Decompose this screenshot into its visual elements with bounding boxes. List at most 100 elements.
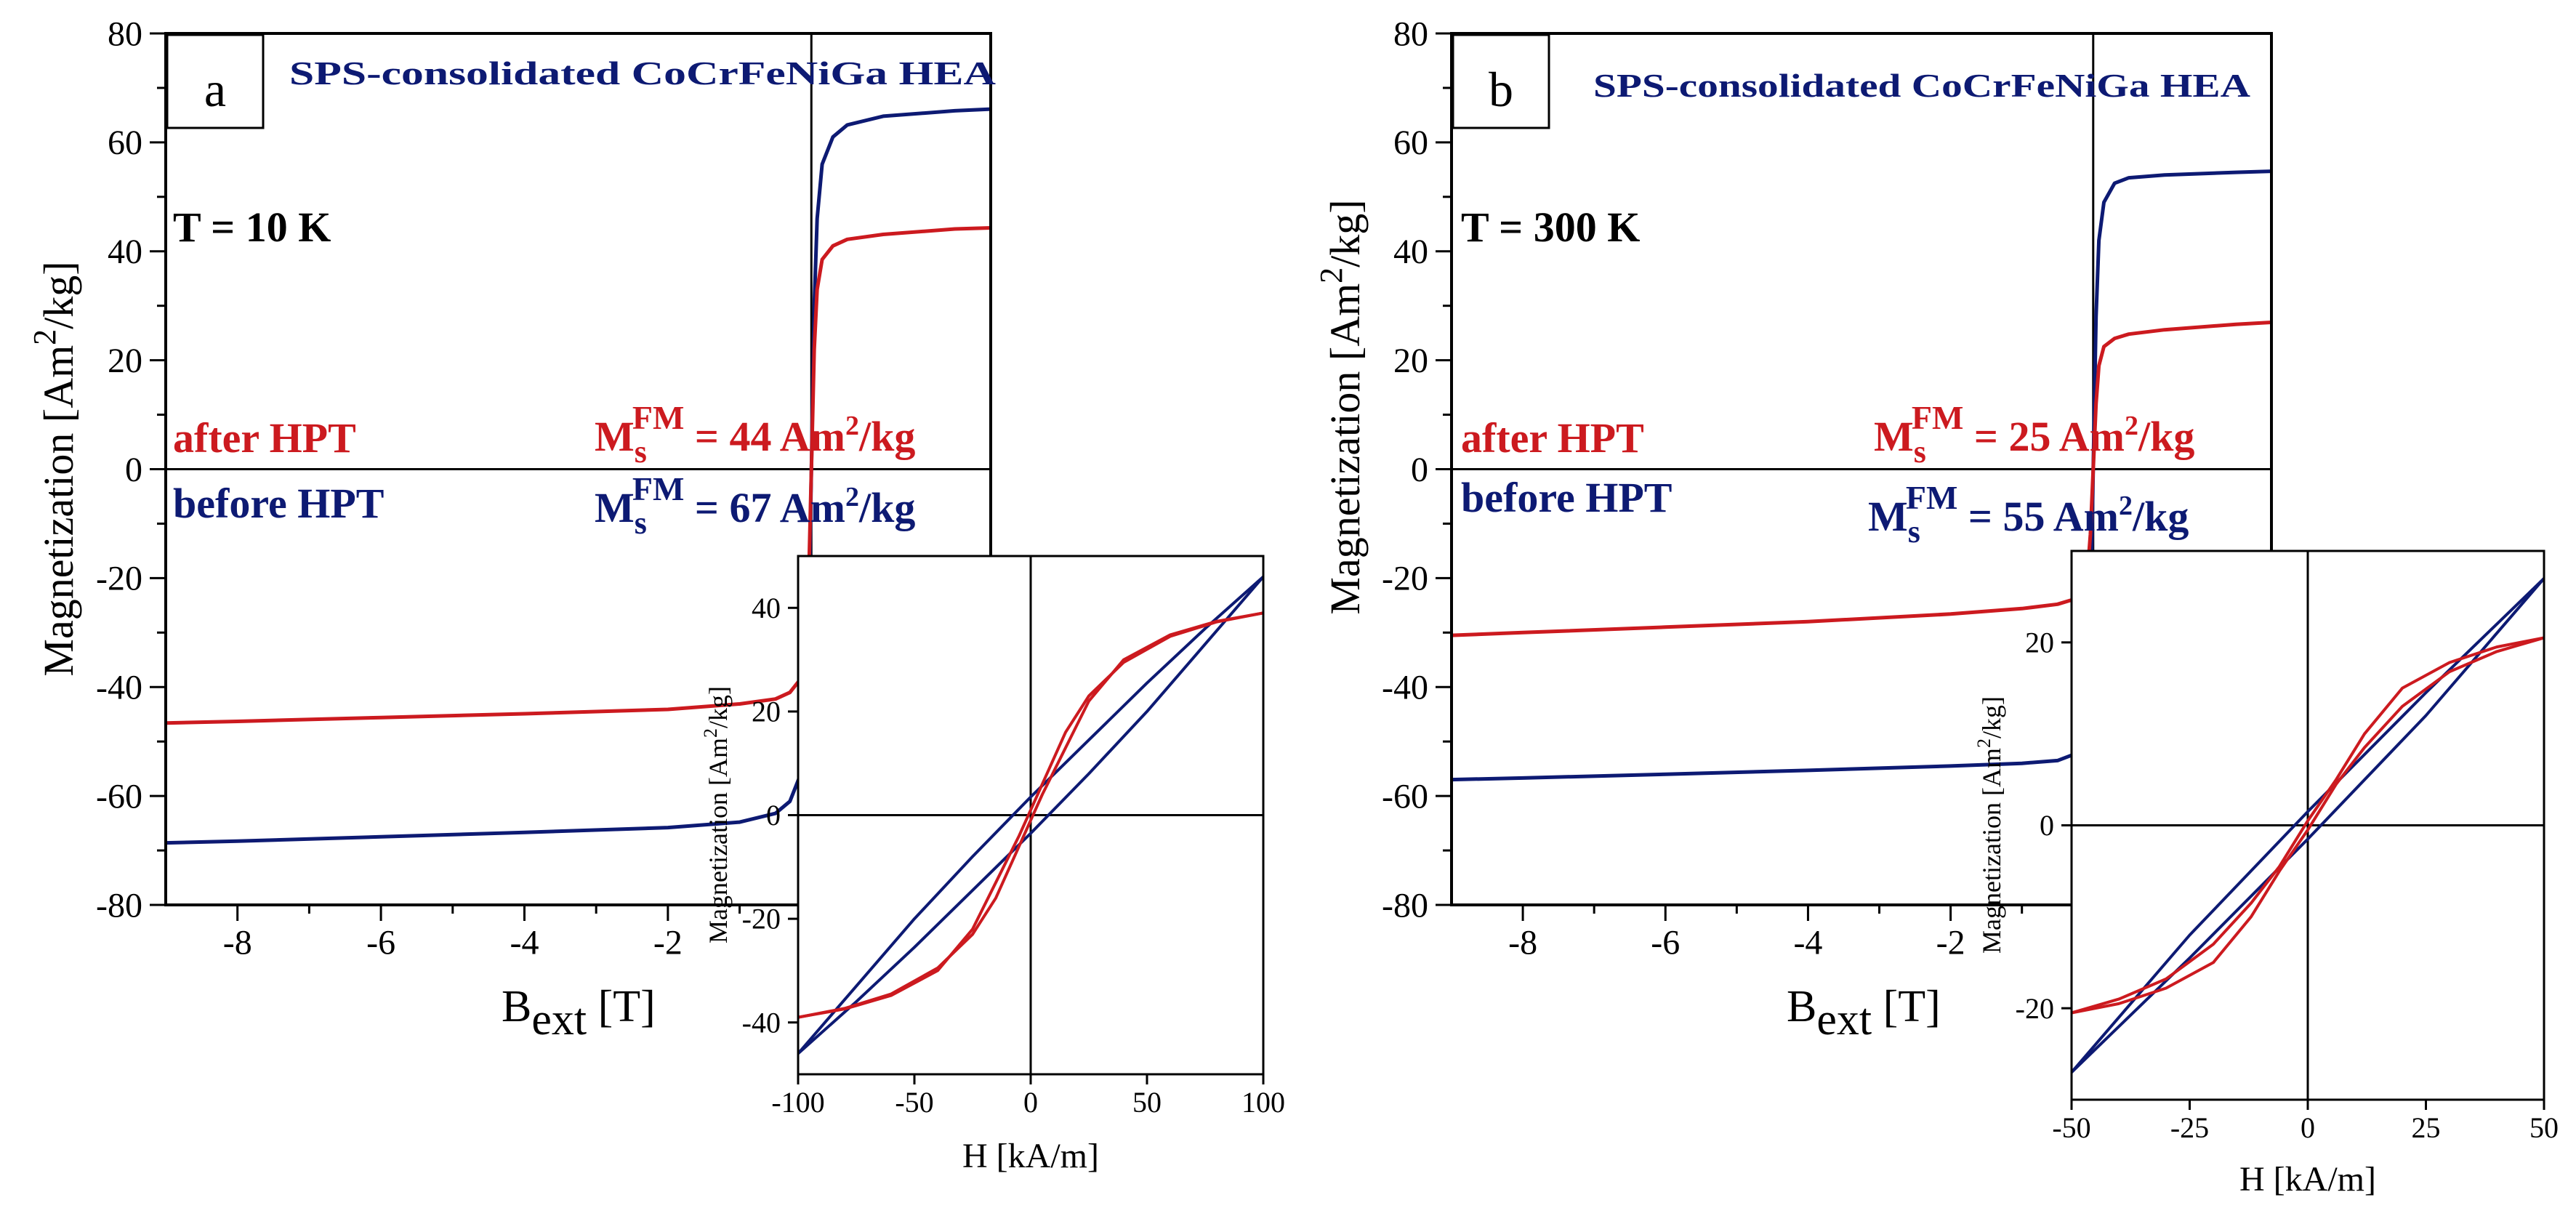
panel-b-series: [1452, 169, 2271, 782]
panel-a-after-label: after HPT: [173, 414, 356, 462]
ms-unit-tail: /kg: [858, 413, 915, 460]
x-tick-label: -2: [653, 924, 683, 962]
x-label-main: B: [502, 982, 531, 1031]
y-label-sup: 2: [700, 728, 721, 738]
y-tick-label: -60: [96, 777, 142, 816]
panel-b-x-axis-label: Bext [T]: [1787, 982, 1941, 1044]
y-tick-label: 40: [1393, 233, 1428, 271]
ms-unit-sup: 2: [2119, 491, 2133, 521]
y-tick-label: 80: [108, 15, 142, 53]
ms-value: = 44 Am: [684, 413, 845, 460]
panel-a-ms-after: MsFM = 44 Am2/kg: [595, 399, 915, 470]
y-label-unit: /kg]: [35, 261, 82, 329]
y-tick-label: -20: [742, 903, 781, 935]
ms-symbol: M: [595, 413, 635, 460]
y-tick-label: -40: [1382, 669, 1428, 707]
x-tick-label: -6: [1651, 924, 1680, 962]
panel-b-after-label: after HPT: [1461, 414, 1644, 462]
y-tick-label: 20: [2025, 626, 2054, 659]
y-tick-label: 40: [752, 592, 781, 624]
y-label-unit: /kg]: [1321, 199, 1369, 267]
series-line-after-hpt-down: [2072, 636, 2544, 1015]
ms-symbol: M: [1868, 493, 1908, 540]
ms-sub: s: [635, 505, 647, 541]
inset-a-series: [798, 575, 1263, 1055]
inset-a: -100 -50 0 50 100 -40 -20 0 20 40 H [kA/m] Magnet…: [700, 555, 1285, 1175]
panel-b-ms-before: MsFM = 55 Am2/kg: [1868, 479, 2189, 549]
panel-a-title: SPS-consolidated CoCrFeNiGa HEA: [289, 55, 996, 92]
x-tick-label: -50: [2052, 1111, 2090, 1144]
panel-b-ms-after: MsFM = 25 Am2/kg: [1874, 399, 2194, 470]
y-tick-label: -40: [96, 669, 142, 707]
ms-symbol: M: [595, 484, 635, 531]
panel-a-ms-before: MsFM = 67 Am2/kg: [595, 470, 915, 541]
x-tick-label: -50: [895, 1086, 933, 1119]
series-line-after-hpt-down: [798, 611, 1263, 1019]
x-tick-label: 25: [2412, 1111, 2441, 1144]
ms-sup: FM: [632, 399, 685, 436]
y-label-main: Magnetization [Am: [1977, 748, 2006, 954]
y-tick-label: 20: [108, 342, 142, 380]
ms-sub: s: [635, 434, 647, 470]
x-label-unit: [T]: [587, 982, 656, 1031]
panel-b-before-label: before HPT: [1461, 474, 1672, 521]
x-tick-label: -4: [510, 924, 539, 962]
y-tick-label: -20: [2016, 992, 2054, 1025]
x-tick-label: 0: [2301, 1111, 2315, 1144]
panel-b-temperature: T = 300 K: [1461, 204, 1640, 251]
y-tick-label: 0: [1411, 451, 1428, 489]
y-tick-label: 60: [1393, 124, 1428, 162]
y-label-sup: 2: [27, 329, 63, 345]
x-tick-label: -6: [366, 924, 395, 962]
y-label-main: Magnetization [Am: [1321, 283, 1369, 615]
series-line-before-hpt: [1452, 169, 2271, 782]
ms-unit-sup: 2: [2125, 411, 2138, 441]
y-tick-label: 40: [108, 233, 142, 271]
y-tick-label: -40: [742, 1006, 781, 1039]
ms-value: = 55 Am: [1957, 493, 2119, 540]
inset-a-grid: [798, 556, 1263, 1074]
x-tick-label: -4: [1793, 924, 1822, 962]
y-label-main: Magnetization [Am: [704, 738, 733, 943]
series-line-after-hpt: [1452, 321, 2271, 637]
y-label-sup: 2: [1973, 738, 1995, 748]
x-tick-label: 50: [2529, 1111, 2559, 1144]
x-tick-label: 100: [1241, 1086, 1285, 1119]
series-line-before-hpt-up: [2072, 576, 2544, 1074]
series-line-after-hpt-up: [798, 611, 1263, 1019]
inset-b-grid: [2072, 551, 2544, 1100]
ms-value: = 67 Am: [684, 484, 845, 531]
inset-b: -50 -25 0 25 50 -20 0 20 H [kA/m] Magnetization…: [1973, 549, 2559, 1199]
x-tick-label: -8: [1508, 924, 1537, 962]
panel-a-x-axis-label: Bext [T]: [502, 982, 656, 1044]
series-line-after-hpt: [166, 225, 991, 725]
ms-unit-sup: 2: [845, 411, 859, 441]
y-label-unit: /kg]: [1977, 696, 2006, 738]
ms-unit-tail: /kg: [2138, 413, 2194, 460]
series-line-before-hpt-down: [2072, 576, 2544, 1074]
panel-b-label: b: [1489, 62, 1513, 117]
inset-a-ticks: -100 -50 0 50 100 -40 -20 0 20 40: [742, 592, 1285, 1119]
y-tick-label: -80: [1382, 886, 1428, 925]
inset-b-x-axis-label: H [kA/m]: [2239, 1160, 2376, 1199]
y-tick-label: -80: [96, 886, 142, 925]
panel-a-y-axis-label: Magnetization [Am2/kg]: [27, 261, 82, 676]
y-label-unit: /kg]: [704, 686, 733, 728]
inset-b-y-axis-label: Magnetization [Am2/kg]: [1973, 696, 2006, 954]
y-tick-label: 0: [2040, 809, 2054, 842]
x-tick-label: -100: [771, 1086, 824, 1119]
ms-symbol: M: [1874, 413, 1914, 460]
ms-sup: FM: [632, 470, 685, 507]
x-tick-label: 0: [1023, 1086, 1038, 1119]
inset-b-ticks: -50 -25 0 25 50 -20 0 20: [2016, 626, 2559, 1144]
panel-a-temperature: T = 10 K: [173, 204, 331, 251]
ms-sub: s: [1908, 514, 1920, 549]
y-tick-label: -20: [1382, 560, 1428, 598]
x-tick-label: -8: [223, 924, 252, 962]
y-tick-label: 0: [125, 451, 142, 489]
ms-unit-tail: /kg: [858, 484, 915, 531]
y-tick-label: 80: [1393, 15, 1428, 53]
x-tick-label: 50: [1132, 1086, 1162, 1119]
